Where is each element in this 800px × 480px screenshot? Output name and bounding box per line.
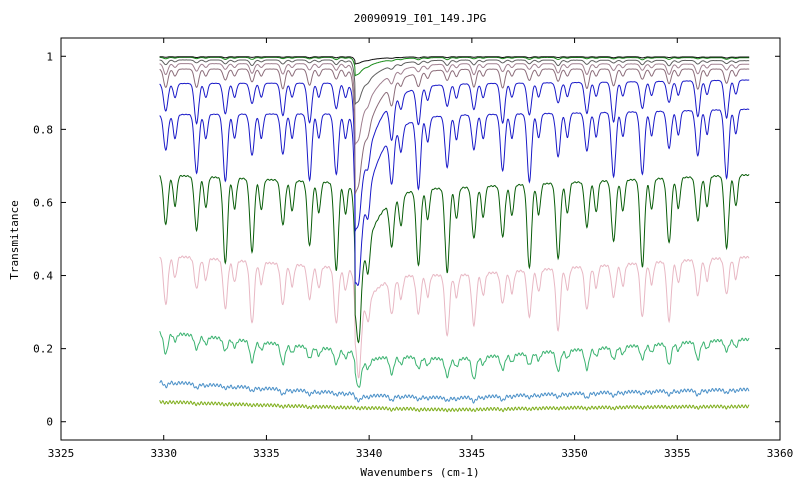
- y-tick-label-3: 0.6: [33, 196, 53, 209]
- series-line-5: [159, 108, 750, 286]
- y-tick-label-1: 0.2: [33, 343, 53, 356]
- series-line-3: [159, 255, 750, 379]
- series-line-6: [159, 79, 750, 232]
- x-tick-label-1: 3330: [150, 447, 177, 460]
- series-line-11: [159, 56, 750, 65]
- x-tick-label-3: 3340: [356, 447, 383, 460]
- series-line-10: [159, 56, 750, 77]
- x-tick-label-7: 3360: [767, 447, 794, 460]
- series-line-8: [159, 63, 750, 145]
- series-line-2: [159, 331, 750, 388]
- x-tick-label-5: 3350: [561, 447, 588, 460]
- y-axis-label: Transmitance: [8, 200, 21, 279]
- x-tick-label-0: 3325: [48, 447, 75, 460]
- series-layer: [159, 56, 750, 413]
- y-tick-label-5: 1: [46, 50, 53, 63]
- x-axis-label: Wavenumbers (cm-1): [360, 466, 479, 479]
- y-tick-label-0: 0: [46, 416, 53, 429]
- y-tick-label-2: 0.4: [33, 270, 53, 283]
- y-tick-label-4: 0.8: [33, 123, 53, 136]
- series-line-7: [159, 68, 750, 195]
- series-line-4: [159, 173, 750, 344]
- series-line-0: [159, 400, 750, 413]
- plot-frame: [60, 37, 781, 441]
- x-tick-label-6: 3355: [664, 447, 691, 460]
- series-line-1: [159, 380, 750, 404]
- chart-title: 20090919_I01_149.JPG: [354, 12, 486, 25]
- x-tick-label-4: 3345: [459, 447, 486, 460]
- ticks-layer: 3325 3330 3335 3340 3345 3350 3355 3360 0 0.2 0.4 0…: [33, 38, 793, 460]
- series-line-9: [159, 59, 750, 106]
- x-tick-label-2: 3335: [253, 447, 280, 460]
